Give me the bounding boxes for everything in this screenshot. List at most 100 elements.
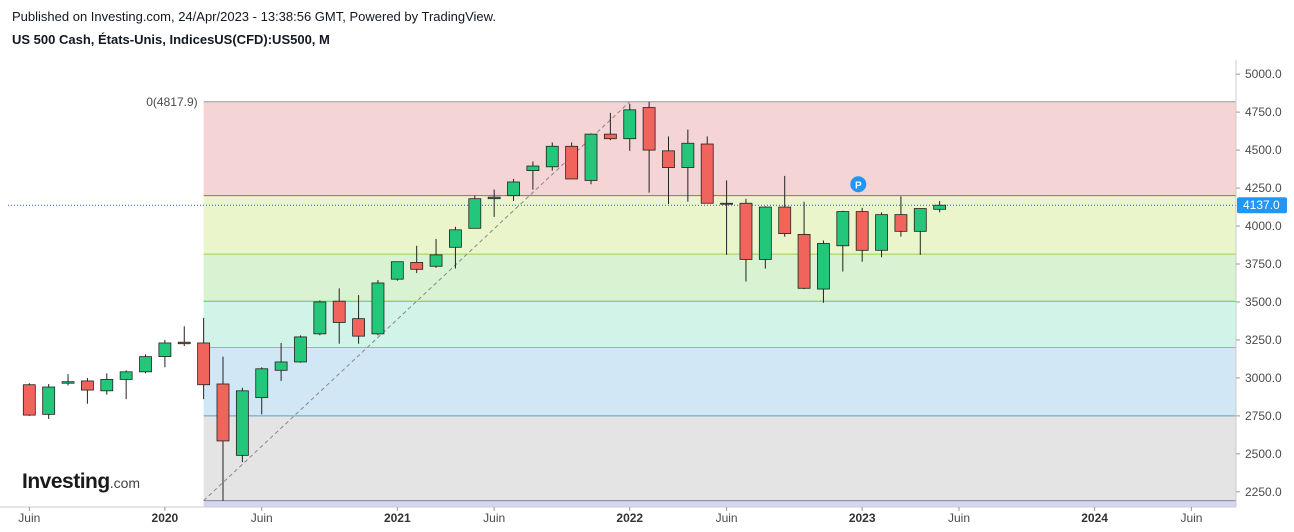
candle-body [371,282,385,335]
candle-body [603,133,617,140]
candle-body [429,254,443,267]
y-tick-label: 4500.0 [1245,143,1282,157]
candle [449,226,462,269]
candle [22,383,36,416]
event-marker [850,176,867,193]
candle-body [817,243,830,290]
y-tick-label: 3750.0 [1245,257,1282,271]
candle-body [623,109,637,140]
candle [507,178,520,201]
candle [274,342,288,381]
candle [139,354,152,374]
candle-body [197,342,211,386]
candle [836,210,850,272]
candle-body [139,356,152,373]
candle [545,142,559,171]
candle-body [410,262,424,270]
x-tick-label: Juin [716,511,738,525]
published-info: Published on Investing.com, 24/Apr/2023 … [12,9,496,24]
candle [61,374,75,386]
fib-level-label: 0(4817.9) [146,95,197,109]
candle [177,326,191,347]
candle [42,383,56,419]
fib-band [203,500,1236,507]
last-price-badge [1237,197,1287,214]
x-tick-label: Juin [483,511,505,525]
candle [758,206,772,269]
candle-body [294,336,307,363]
candle [720,180,733,255]
candle [468,195,482,229]
candle-body [720,202,733,205]
candle [603,112,617,141]
y-tick-label: 5000.0 [1245,67,1282,81]
candle [565,142,579,180]
fib-band [203,195,1236,255]
candle-body [468,198,482,229]
last-price-value: 4137.0 [1243,198,1280,212]
overlays: 4137.0 P [850,176,1287,214]
candle-body [177,341,191,345]
candle-body [274,361,288,371]
trend-line-segment [203,101,631,501]
axes: 2250.0 2500.0 2750.0 3000.0 3250.0 3500.0 3750… [0,60,1282,525]
candle [158,339,172,368]
fib-band [203,415,1236,501]
candle [216,356,230,501]
candle [255,367,269,415]
candle [390,261,404,281]
candle [778,175,792,237]
candle-body [933,204,947,210]
symbol-title: US 500 Cash, États-Unis, IndicesUS(CFD):… [12,32,330,47]
investing-logo: Investing.com [22,470,140,494]
x-tick-label: Juin [948,511,970,525]
candle-body [894,214,908,232]
candle [81,377,94,404]
y-tick-label: 3250.0 [1245,333,1282,347]
candle-body [61,381,75,384]
candle [487,189,501,217]
candle [913,208,927,255]
candle [410,245,424,274]
candle-body [507,181,520,197]
candle [584,133,598,185]
x-tick-label: 2023 [849,511,876,525]
logo-text: Investing [22,470,110,493]
candle-body [526,165,540,171]
candle [526,161,540,190]
candle [894,196,908,237]
y-tick-label: 4000.0 [1245,219,1282,233]
event-marker-label: P [855,180,862,191]
candle-body [390,261,404,280]
candle-body [332,300,346,323]
candle [294,335,307,363]
candle [662,136,675,205]
candle-body [313,301,327,335]
candle [817,240,830,303]
candle [642,101,656,193]
y-tick-label: 2250.0 [1245,485,1282,499]
y-tick-label: 4250.0 [1245,181,1282,195]
candle-body [778,206,792,235]
x-tick-label: Juin [251,511,273,525]
logo-domain: .com [109,475,141,491]
candle-body [42,386,56,415]
candle [797,201,811,290]
candle-body [255,368,269,399]
candle-body [855,211,869,251]
y-tick-label: 4750.0 [1245,105,1282,119]
candle-body [449,229,462,248]
candle-body [216,383,230,442]
candlestick-series [22,101,947,501]
candle [739,198,753,282]
fib-band [203,254,1236,302]
candle-body [739,202,753,260]
candle [875,212,888,258]
candle [100,373,114,395]
candle-body [584,133,598,181]
y-tick-label: 2750.0 [1245,409,1282,423]
candle-body [662,150,675,168]
candle [352,295,365,344]
candle-body [22,384,36,416]
